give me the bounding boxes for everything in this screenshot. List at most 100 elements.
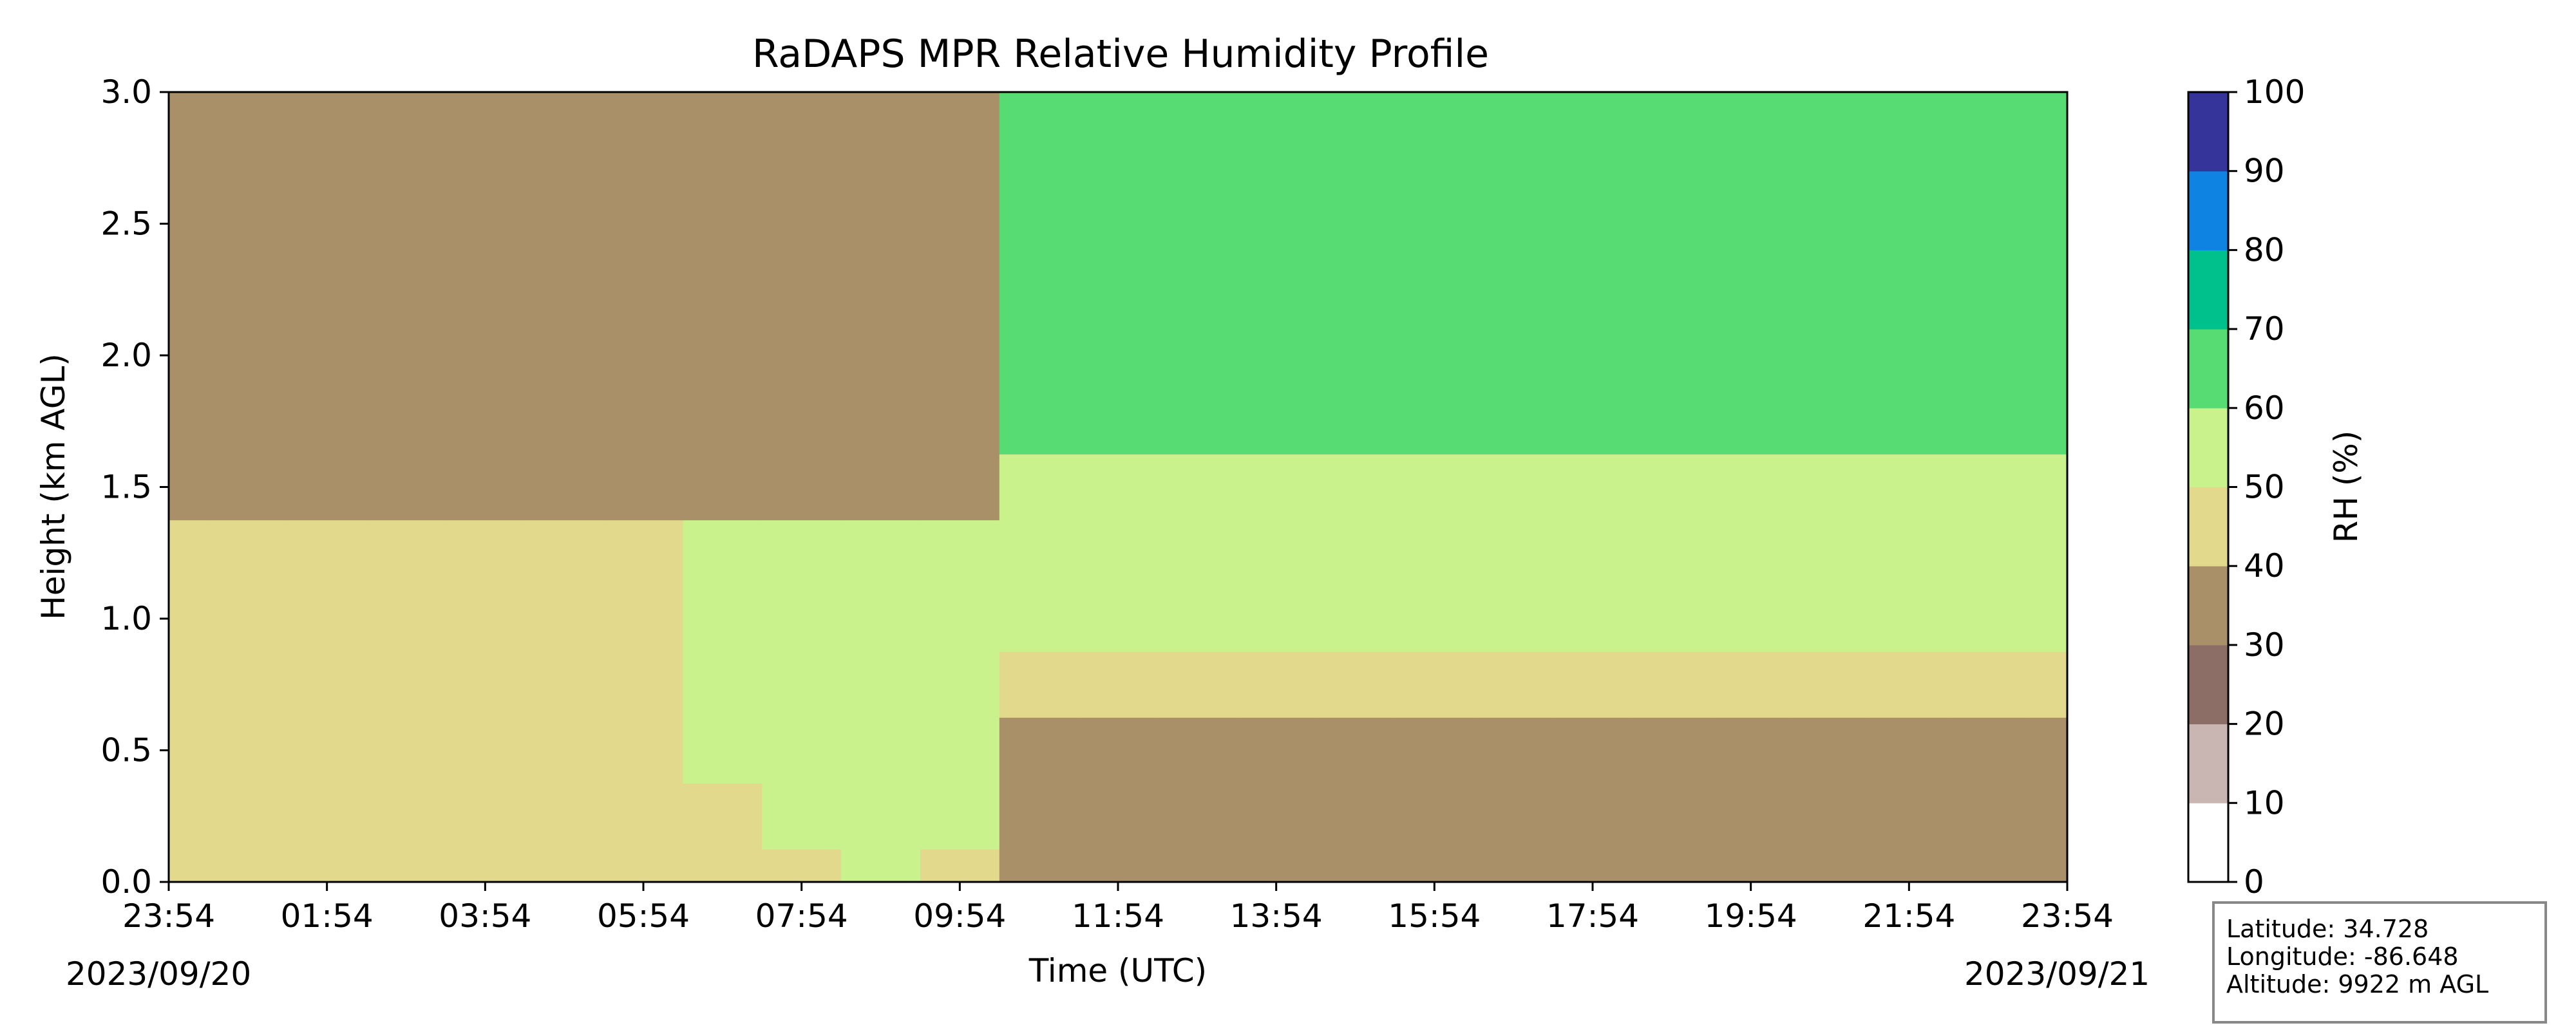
heatmap-cell — [366, 256, 446, 323]
heatmap-cell — [1157, 848, 1237, 883]
heatmap-cell — [841, 322, 921, 389]
y-tick-label: 0.0 — [100, 863, 152, 901]
heatmap-cell — [1948, 848, 2029, 883]
heatmap-cell — [169, 388, 209, 454]
heatmap-cell — [287, 454, 367, 521]
heatmap-cell — [524, 125, 605, 191]
colorbar-segment — [2188, 329, 2228, 409]
heatmap-cell — [1869, 388, 1949, 454]
heatmap-cell — [999, 191, 1079, 258]
heatmap-cell — [524, 256, 605, 323]
heatmap-cell — [683, 717, 762, 784]
heatmap-cell — [1790, 256, 1870, 323]
heatmap-cell — [683, 256, 762, 323]
heatmap-cell — [1632, 388, 1712, 454]
heatmap-cell — [1790, 92, 1870, 126]
heatmap-cell — [762, 848, 842, 883]
x-tick-label: 07:54 — [755, 897, 848, 935]
colorbar-segment — [2188, 171, 2228, 250]
heatmap-cell — [1869, 783, 1949, 850]
colorbar-tick-label: 80 — [2244, 231, 2285, 268]
heatmap-cell — [1869, 256, 1949, 323]
heatmap-cell — [762, 651, 842, 718]
heatmap-cell — [1236, 651, 1316, 718]
x-tick-label: 13:54 — [1230, 897, 1323, 935]
heatmap-cell — [920, 454, 1000, 521]
heatmap-cell — [841, 125, 921, 191]
heatmap-cell — [683, 848, 762, 883]
heatmap-cell — [1236, 388, 1316, 454]
heatmap-cell — [169, 783, 209, 850]
heatmap-cell — [603, 520, 683, 586]
heatmap-cell — [1553, 585, 1633, 652]
heatmap-cell — [1790, 848, 1870, 883]
heatmap-cell — [1394, 322, 1475, 389]
heatmap-cell — [524, 520, 605, 586]
heatmap-cell — [1869, 125, 1949, 191]
y-axis: 0.0 0.5 1.0 1.5 2.0 2.5 3.0 — [100, 73, 169, 901]
heatmap-cell — [999, 388, 1079, 454]
heatmap-cell — [1869, 651, 1949, 718]
heatmap-cell — [169, 717, 209, 784]
heatmap-cell — [841, 783, 921, 850]
heatmap-cell — [841, 717, 921, 784]
heatmap-cell — [2027, 322, 2068, 389]
heatmap-cell — [1711, 322, 1791, 389]
heatmap-cell — [1316, 783, 1396, 850]
heatmap-cell — [1473, 848, 1554, 883]
heatmap-cell — [841, 92, 921, 126]
heatmap-cell — [287, 848, 367, 883]
heatmap-cell — [1473, 388, 1554, 454]
heatmap-cell — [603, 256, 683, 323]
latitude-text: Latitude: 34.728 — [2226, 915, 2429, 943]
heatmap-cell — [208, 651, 288, 718]
heatmap-cell — [1078, 388, 1158, 454]
heatmap-cell — [287, 585, 367, 652]
heatmap-cell — [1632, 651, 1712, 718]
heatmap-cell — [1790, 454, 1870, 521]
heatmap-cell — [841, 191, 921, 258]
heatmap-cell — [1157, 256, 1237, 323]
heatmap-cell — [1869, 520, 1949, 586]
heatmap-cell — [603, 322, 683, 389]
heatmap-cell — [1157, 585, 1237, 652]
heatmap-cell — [1316, 388, 1396, 454]
plot-area — [169, 92, 2068, 883]
y-tick-label: 1.0 — [100, 600, 152, 637]
heatmap-cell — [208, 717, 288, 784]
heatmap-cell — [366, 92, 446, 126]
x-tick-label: 09:54 — [913, 897, 1006, 935]
heatmap-cell — [366, 783, 446, 850]
heatmap-cell — [1869, 585, 1949, 652]
x-axis-label: Time (UTC) — [1028, 952, 1207, 989]
start-date-label: 2023/09/20 — [66, 955, 251, 993]
colorbar-segment — [2188, 487, 2228, 566]
heatmap-cell — [603, 92, 683, 126]
heatmap-cell — [1632, 256, 1712, 323]
heatmap-cell — [603, 388, 683, 454]
y-tick-label: 0.5 — [100, 732, 152, 769]
heatmap-cell — [1236, 848, 1316, 883]
heatmap-cell — [683, 191, 762, 258]
heatmap-cell — [445, 454, 526, 521]
heatmap-cell — [1948, 125, 2029, 191]
heatmap-cell — [1553, 256, 1633, 323]
heatmap-cell — [683, 92, 762, 126]
heatmap-cell — [1790, 585, 1870, 652]
heatmap-cell — [1473, 717, 1554, 784]
heatmap-cell — [1869, 717, 1949, 784]
heatmap-cell — [169, 92, 209, 126]
heatmap-cell — [1632, 717, 1712, 784]
y-tick-label: 2.0 — [100, 337, 152, 374]
heatmap-cell — [762, 256, 842, 323]
heatmap-cell — [1632, 585, 1712, 652]
heatmap-cell — [1078, 125, 1158, 191]
heatmap-cell — [1553, 92, 1633, 126]
heatmap-cell — [445, 256, 526, 323]
heatmap-cell — [208, 520, 288, 586]
heatmap-cell — [920, 585, 1000, 652]
heatmap-cell — [1316, 92, 1396, 126]
heatmap-cell — [1553, 191, 1633, 258]
heatmap-cell — [287, 783, 367, 850]
